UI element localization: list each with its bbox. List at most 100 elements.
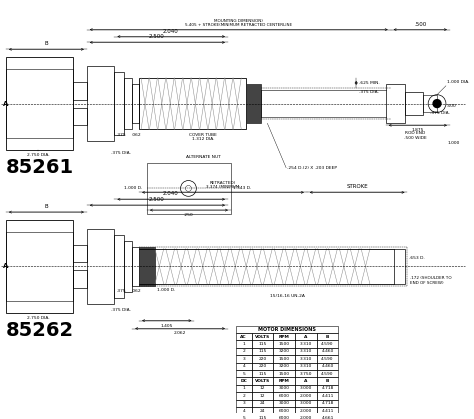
Text: 15/16-16 UN-2A: 15/16-16 UN-2A (270, 294, 304, 298)
Bar (295, 392, 317, 400)
Text: COVER TUBE: COVER TUBE (189, 133, 217, 137)
Bar (252, 378, 273, 385)
Text: 220: 220 (258, 357, 266, 361)
Bar (87, 229, 114, 304)
Text: 1.875: 1.875 (411, 128, 424, 132)
Text: 3.750: 3.750 (300, 372, 312, 376)
Bar (273, 333, 295, 340)
Bar (273, 378, 295, 385)
Text: 2.750 DIA.: 2.750 DIA. (27, 316, 50, 320)
Text: 1.000 D.: 1.000 D. (157, 288, 175, 292)
Text: B: B (45, 204, 48, 209)
Bar (236, 362, 252, 370)
Bar (236, 407, 252, 414)
Text: 5.405 + STROKE(MINIMUM RETRACTED CENTERLINE: 5.405 + STROKE(MINIMUM RETRACTED CENTERL… (185, 23, 292, 27)
Bar (295, 385, 317, 392)
Text: 2.000: 2.000 (300, 416, 312, 419)
Text: 1.405: 1.405 (161, 323, 173, 328)
Text: 3: 3 (242, 401, 245, 405)
Bar (73, 82, 87, 100)
Bar (386, 84, 405, 123)
Bar (132, 84, 139, 123)
Bar (405, 92, 423, 115)
Text: MOUNTING DIMENSION): MOUNTING DIMENSION) (214, 19, 263, 23)
Bar (236, 378, 252, 385)
Bar (236, 370, 252, 378)
Text: 4.411: 4.411 (321, 409, 334, 413)
Text: .250: .250 (183, 213, 193, 217)
Text: B: B (45, 41, 48, 47)
Text: B: B (326, 335, 329, 339)
Text: VOLTS: VOLTS (255, 379, 270, 383)
Bar (6, 69, 73, 138)
Text: 6000: 6000 (279, 409, 290, 413)
Bar (252, 340, 273, 348)
Bar (317, 392, 338, 400)
Text: 4.661: 4.661 (321, 416, 334, 419)
Bar (295, 414, 317, 419)
Bar (295, 355, 317, 362)
Bar (273, 392, 295, 400)
Text: 115: 115 (258, 416, 266, 419)
Bar (252, 333, 273, 340)
Text: A: A (304, 335, 308, 339)
Bar (273, 385, 295, 392)
Text: 1.000: 1.000 (448, 141, 460, 145)
Circle shape (433, 100, 441, 108)
Text: A: A (3, 101, 9, 106)
Text: 24: 24 (260, 409, 265, 413)
Bar (295, 340, 317, 348)
Bar (317, 414, 338, 419)
Text: 1.343 D.: 1.343 D. (233, 186, 251, 190)
Bar (236, 348, 252, 355)
Bar (252, 414, 273, 419)
Text: END OF SCREW): END OF SCREW) (410, 281, 444, 285)
Bar (73, 108, 87, 125)
Text: 12: 12 (260, 386, 265, 391)
Text: .062: .062 (131, 133, 141, 137)
Bar (317, 348, 338, 355)
Bar (273, 407, 295, 414)
Text: 1: 1 (242, 386, 245, 391)
Text: .375 DIA.: .375 DIA. (359, 90, 379, 94)
Text: 5: 5 (242, 416, 245, 419)
Text: 2.040: 2.040 (163, 28, 179, 34)
Text: 1500: 1500 (279, 342, 290, 346)
Bar (317, 355, 338, 362)
Text: 2.500: 2.500 (149, 34, 165, 39)
Bar (317, 407, 338, 414)
Bar (317, 362, 338, 370)
Bar (73, 270, 87, 288)
Text: 4.718: 4.718 (321, 401, 334, 405)
Text: ROD END: ROD END (405, 131, 426, 135)
Text: .653 D.: .653 D. (410, 256, 425, 261)
Bar (252, 370, 273, 378)
Bar (273, 340, 295, 348)
Text: 4.460: 4.460 (321, 364, 334, 368)
Text: 115: 115 (258, 342, 266, 346)
Text: 2.040: 2.040 (163, 191, 179, 197)
Text: 4.460: 4.460 (321, 349, 334, 354)
Text: .375 DIA.: .375 DIA. (430, 111, 450, 116)
Text: .375 DIA.: .375 DIA. (111, 151, 131, 155)
Text: STROKE: STROKE (346, 184, 368, 189)
Bar (295, 407, 317, 414)
Text: 3.374 (MINIMUM: 3.374 (MINIMUM (206, 186, 239, 189)
Text: 3.310: 3.310 (300, 349, 312, 354)
Text: A: A (3, 264, 9, 269)
Text: MOTOR DIMENSIONS: MOTOR DIMENSIONS (258, 327, 316, 332)
Bar (124, 78, 132, 129)
Text: .254 D.(2) X .203 DEEP: .254 D.(2) X .203 DEEP (287, 166, 337, 170)
Bar (6, 220, 73, 313)
Bar (236, 333, 252, 340)
Bar (114, 72, 124, 135)
Bar (295, 348, 317, 355)
Bar (236, 414, 252, 419)
Text: 1: 1 (242, 342, 245, 346)
Bar (132, 247, 139, 286)
Bar (6, 232, 73, 301)
Text: 4.590: 4.590 (321, 357, 334, 361)
Bar (252, 400, 273, 407)
Bar (87, 66, 114, 141)
Bar (252, 392, 273, 400)
